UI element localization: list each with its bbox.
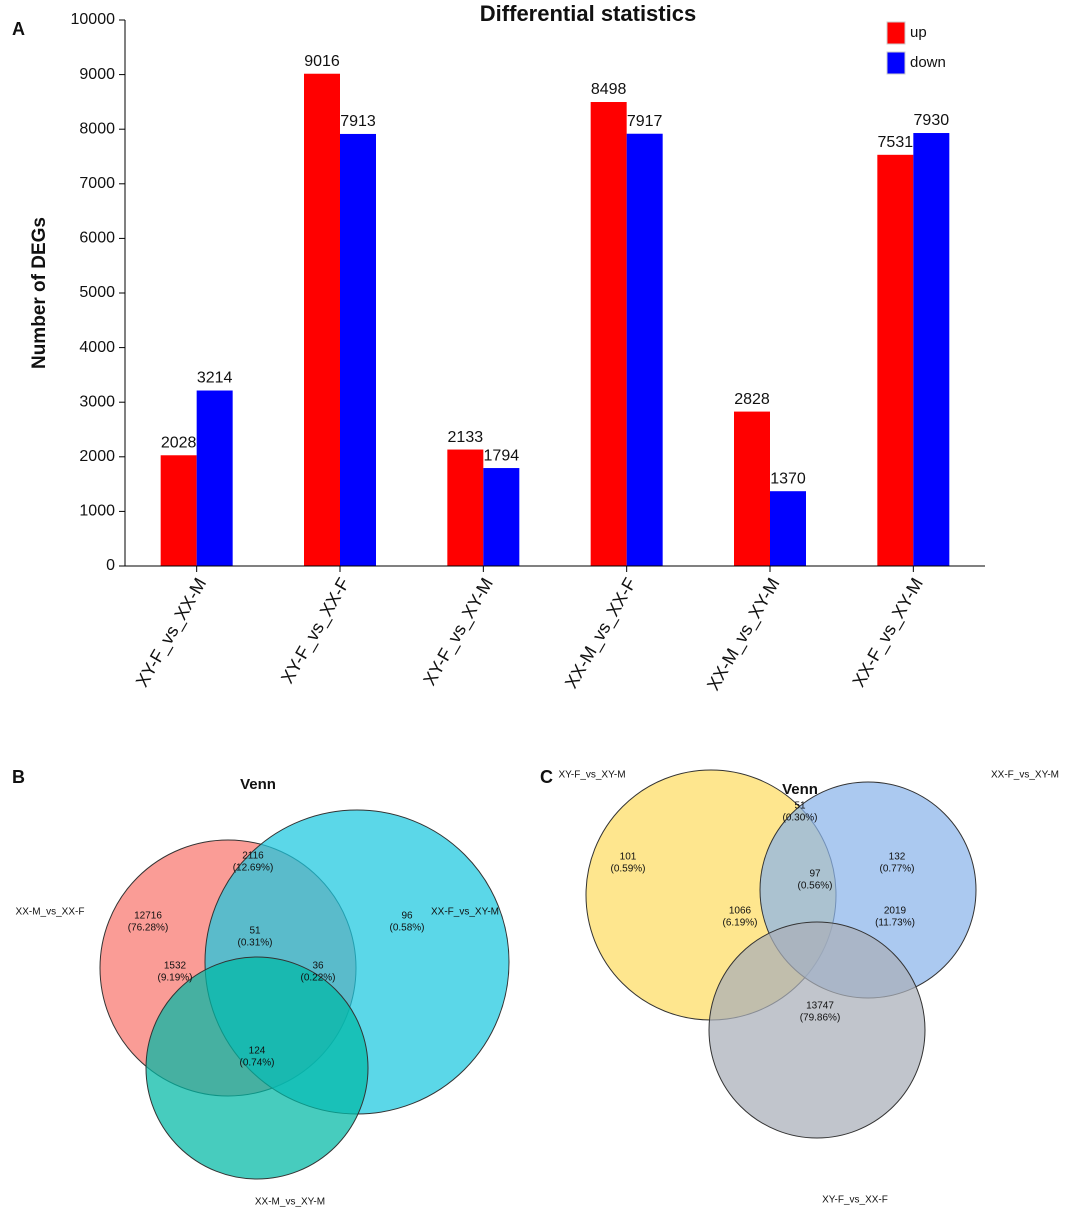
data-label: 2133 <box>448 429 484 446</box>
bar <box>590 102 627 566</box>
region-count: 97 <box>809 869 821 880</box>
bar <box>626 133 663 566</box>
set-label: XY-F_vs_XY-M <box>558 770 625 781</box>
x-tick-label: XX-M_vs_XX-F <box>561 574 641 692</box>
region-count: 124 <box>249 1046 266 1057</box>
region-count: 101 <box>620 852 637 863</box>
region-count: 1066 <box>729 906 752 917</box>
x-tick-label: XX-F_vs_XY-M <box>848 574 927 690</box>
region-count: 51 <box>794 801 806 812</box>
x-tick-label: XY-F_vs_XY-M <box>419 574 498 689</box>
bar <box>913 133 950 566</box>
region-count: 1532 <box>164 961 187 972</box>
y-tick-label: 1000 <box>79 503 115 520</box>
data-label: 7930 <box>914 112 950 129</box>
bar <box>447 449 484 566</box>
data-label: 7531 <box>878 134 914 151</box>
region-percent: (11.73%) <box>875 918 915 929</box>
region-count: 36 <box>312 961 324 972</box>
set-circle <box>708 921 926 1139</box>
set-label: XX-F_vs_XY-M <box>991 770 1059 781</box>
region-percent: (0.22%) <box>300 973 335 984</box>
set-circle <box>145 956 369 1180</box>
data-label: 3214 <box>197 370 233 387</box>
bar <box>160 455 197 566</box>
x-tick-label: XX-M_vs_XY-M <box>703 574 784 694</box>
legend-swatch <box>886 51 906 75</box>
bar <box>877 154 914 566</box>
legend-swatch <box>886 21 906 45</box>
venn-title: Venn <box>782 781 818 798</box>
y-tick-label: 7000 <box>79 175 115 192</box>
panel-label: C <box>540 767 553 787</box>
y-tick-label: 10000 <box>71 11 116 28</box>
region-percent: (0.77%) <box>879 864 914 875</box>
x-tick-label: XY-F_vs_XX-F <box>277 574 354 687</box>
bar <box>770 491 806 566</box>
region-percent: (76.28%) <box>128 923 169 934</box>
data-label: 1370 <box>770 470 806 487</box>
region-percent: (0.31%) <box>237 938 272 949</box>
bar <box>340 133 376 566</box>
x-tick-label: XY-F_vs_XX-M <box>132 574 211 690</box>
y-tick-label: 6000 <box>79 230 115 247</box>
data-label: 7917 <box>627 113 663 130</box>
set-label: XX-M_vs_XY-M <box>255 1197 325 1208</box>
data-label: 1794 <box>484 447 520 464</box>
region-count: 12716 <box>134 911 162 922</box>
region-count: 2019 <box>884 906 907 917</box>
y-tick-label: 3000 <box>79 393 115 410</box>
bar <box>483 468 520 566</box>
region-percent: (79.86%) <box>800 1013 841 1024</box>
y-tick-label: 4000 <box>79 339 115 356</box>
y-axis-label: Number of DEGs <box>29 217 50 369</box>
region-count: 51 <box>249 926 261 937</box>
region-count: 13747 <box>806 1001 834 1012</box>
region-percent: (6.19%) <box>722 918 757 929</box>
bar <box>196 390 233 566</box>
panel-label: A <box>12 19 25 39</box>
data-label: 8498 <box>591 81 627 98</box>
region-count: 132 <box>889 852 906 863</box>
data-label: 2028 <box>161 434 197 451</box>
bar <box>304 73 340 566</box>
chart-title: Differential statistics <box>480 1 696 26</box>
region-percent: (12.69%) <box>233 863 274 874</box>
y-tick-label: 0 <box>106 557 115 574</box>
y-tick-label: 8000 <box>79 120 115 137</box>
venn-title: Venn <box>240 776 276 793</box>
y-tick-label: 5000 <box>79 284 115 301</box>
legend-label: down <box>910 54 946 71</box>
bar <box>734 411 770 566</box>
region-percent: (0.59%) <box>610 864 645 875</box>
y-tick-label: 9000 <box>79 66 115 83</box>
set-label: XY-F_vs_XX-F <box>822 1195 888 1206</box>
region-percent: (0.56%) <box>797 881 832 892</box>
region-count: 2116 <box>242 851 264 862</box>
set-label: XX-F_vs_XY-M <box>431 907 499 918</box>
region-percent: (9.19%) <box>157 973 192 984</box>
panel-label: B <box>12 767 25 787</box>
legend-label: up <box>910 24 927 41</box>
set-label: XX-M_vs_XX-F <box>16 907 85 918</box>
y-tick-label: 2000 <box>79 448 115 465</box>
region-percent: (0.74%) <box>239 1058 274 1069</box>
region-percent: (0.58%) <box>389 923 424 934</box>
data-label: 7913 <box>340 113 376 130</box>
region-percent: (0.30%) <box>782 813 817 824</box>
data-label: 2828 <box>734 391 770 408</box>
region-count: 96 <box>401 911 413 922</box>
data-label: 9016 <box>304 53 340 70</box>
